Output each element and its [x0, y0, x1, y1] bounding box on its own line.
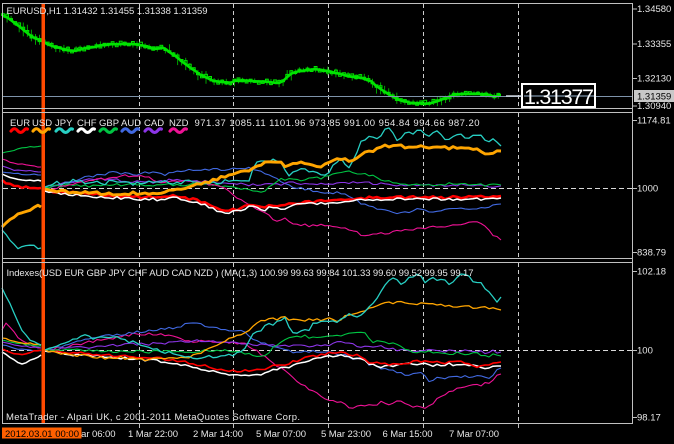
svg-text:5 Mar 23:00: 5 Mar 23:00: [321, 429, 371, 440]
svg-text:1.31359: 1.31359: [637, 92, 671, 103]
svg-text:USD: USD: [32, 118, 52, 129]
svg-text:1.30940: 1.30940: [637, 101, 671, 112]
svg-text:CHF: CHF: [77, 118, 97, 129]
svg-text:Indexes(USD EUR GBP JPY CHF AU: Indexes(USD EUR GBP JPY CHF AUD CAD NZD …: [7, 268, 474, 279]
svg-text:NZD: NZD: [169, 118, 189, 129]
svg-text:2012.03.01 00:00: 2012.03.01 00:00: [5, 429, 79, 440]
svg-text:7 Mar 07:00: 7 Mar 07:00: [449, 429, 499, 440]
svg-text:EURUSD,H1 1.31432 1.31455 1.3: EURUSD,H1 1.31432 1.31455 1.31338 1.3135…: [7, 6, 208, 17]
svg-text:102.18: 102.18: [637, 267, 666, 278]
svg-text:JPY: JPY: [55, 118, 73, 129]
svg-text:1.31377: 1.31377: [524, 85, 594, 109]
svg-text:6 Mar 15:00: 6 Mar 15:00: [383, 429, 433, 440]
svg-text:GBP: GBP: [99, 118, 119, 129]
svg-text:1.34580: 1.34580: [637, 4, 671, 15]
svg-text:98.17: 98.17: [637, 413, 661, 424]
svg-text:100: 100: [637, 346, 653, 357]
svg-text:1174.81: 1174.81: [637, 116, 671, 127]
svg-text:CAD: CAD: [144, 118, 164, 129]
svg-text:MetaTrader - Alpari UK, c 2001: MetaTrader - Alpari UK, c 2001-2011 Meta…: [6, 412, 300, 423]
svg-text:1 Mar 22:00: 1 Mar 22:00: [128, 429, 178, 440]
svg-text:1.32130: 1.32130: [637, 74, 671, 85]
svg-text:2 Mar 14:00: 2 Mar 14:00: [193, 429, 243, 440]
svg-text:5 Mar 07:00: 5 Mar 07:00: [256, 429, 306, 440]
svg-text:1.33355: 1.33355: [637, 39, 671, 50]
svg-text:838.79: 838.79: [637, 248, 666, 259]
svg-text:EUR: EUR: [10, 118, 30, 129]
svg-text:AUD: AUD: [121, 118, 141, 129]
svg-text:1 Mar 06:00: 1 Mar 06:00: [66, 429, 116, 440]
svg-text:971.37 1085.11 1101.96 973.85: 971.37 1085.11 1101.96 973.85 991.00 954…: [195, 118, 480, 129]
svg-text:1000: 1000: [637, 184, 658, 195]
